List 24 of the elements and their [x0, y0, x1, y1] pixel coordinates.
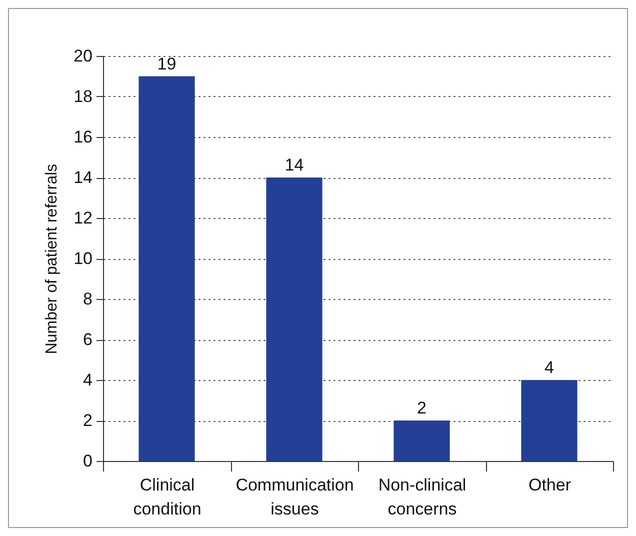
y-tick-label: 16 [74, 128, 92, 146]
y-tick-label: 8 [83, 290, 92, 308]
x-tick-label: Other [528, 476, 572, 494]
y-tick-label: 4 [83, 370, 92, 390]
x-tick-label: Non-clinical concerns [378, 476, 466, 518]
y-tick-label: 10 [74, 249, 92, 268]
y-tick-label: 6 [83, 330, 92, 349]
y-axis-title: Number of patient referrals [44, 164, 61, 354]
y-tick-label: 18 [74, 87, 92, 106]
bar [521, 380, 578, 461]
y-tick-label: 14 [74, 168, 92, 187]
data-label: 19 [157, 54, 176, 74]
bar [266, 178, 322, 461]
y-tick-label: 20 [74, 46, 92, 66]
data-label: 4 [544, 358, 554, 377]
bar [394, 420, 450, 461]
x-tick-label: Clinical condition [133, 476, 202, 518]
y-tick-label: 0 [83, 452, 92, 470]
y-tick-label: 12 [74, 208, 92, 228]
x-tick-label: Communication issues [236, 476, 354, 518]
bar [138, 76, 195, 461]
y-tick-label: 2 [83, 411, 92, 430]
data-label: 2 [417, 398, 426, 418]
data-label: 14 [284, 156, 304, 174]
